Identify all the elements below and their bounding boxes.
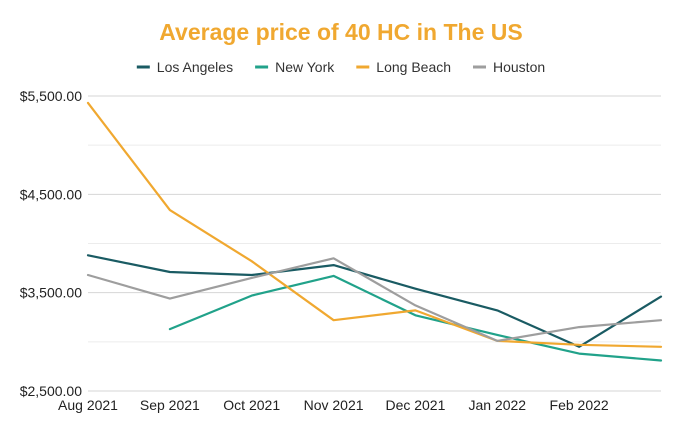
legend: Los Angeles New York Long Beach Houston [136, 59, 545, 75]
series-lines [86, 101, 663, 362]
x-tick-label: Jan 2022 [468, 397, 526, 413]
x-tick-label: Dec 2021 [385, 397, 445, 413]
legend-label: Los Angeles [157, 59, 233, 75]
x-tick-label: Aug 2021 [58, 397, 118, 413]
y-tick-label: $2,500.00 [20, 383, 82, 399]
y-tick-label: $4,500.00 [20, 186, 82, 202]
gridlines [88, 95, 661, 392]
legend-item-new-york: New York [255, 59, 335, 75]
chart-title: Average price of 40 HC in The US [159, 19, 522, 45]
legend-item-houston: Houston [473, 59, 545, 75]
series-line-new-york [168, 274, 663, 362]
legend-item-los-angeles: Los Angeles [136, 59, 233, 75]
series-line-long-beach [86, 101, 663, 348]
legend-item-long-beach: Long Beach [356, 59, 451, 75]
legend-label: Long Beach [376, 59, 451, 75]
y-tick-label: $3,500.00 [20, 285, 82, 301]
x-tick-label: Feb 2022 [550, 397, 609, 413]
series-line-houston [86, 257, 663, 342]
legend-label: New York [275, 59, 335, 75]
series-line-los-angeles [86, 254, 663, 348]
x-tick-label: Nov 2021 [304, 397, 364, 413]
x-tick-label: Sep 2021 [140, 397, 200, 413]
y-tick-label: $5,500.00 [20, 88, 82, 104]
x-axis-ticks: Aug 2021 Sep 2021 Oct 2021 Nov 2021 Dec 2021… [58, 397, 609, 413]
legend-label: Houston [493, 59, 545, 75]
y-axis-ticks: $2,500.00 $3,500.00 $4,500.00 $5,500.00 [20, 88, 82, 399]
x-tick-label: Oct 2021 [223, 397, 280, 413]
